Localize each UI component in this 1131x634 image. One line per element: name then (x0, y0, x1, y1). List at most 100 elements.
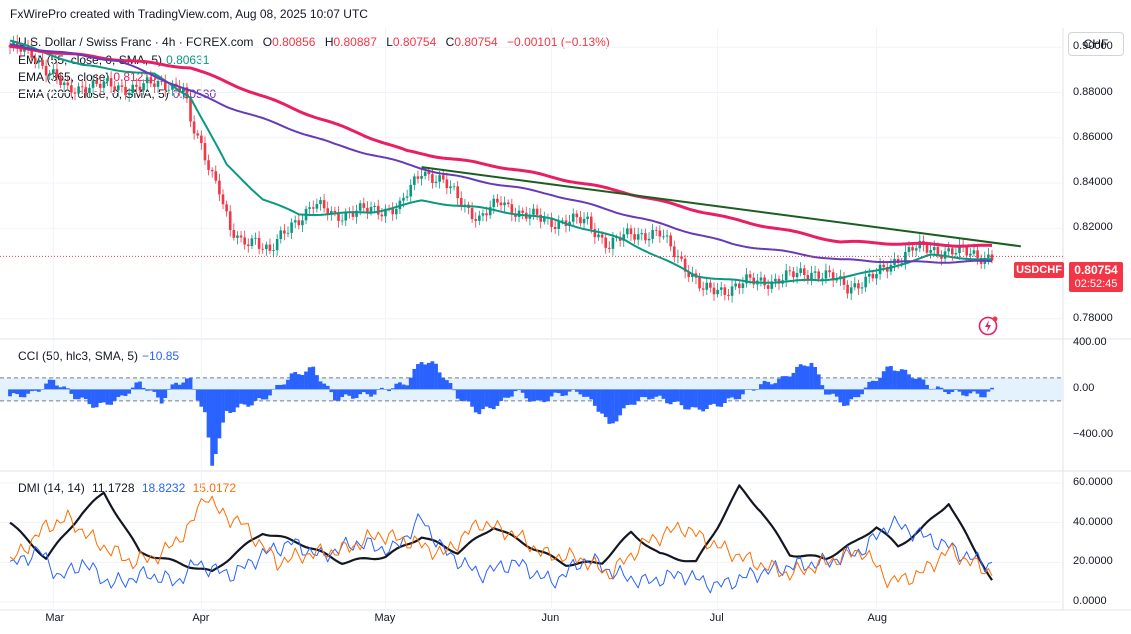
cci-bar (246, 389, 251, 407)
cci-bar (369, 389, 373, 397)
candle (925, 244, 929, 253)
cci-bar (748, 389, 753, 390)
candle (748, 274, 752, 278)
ema365-label: EMA (365, close) (18, 70, 110, 84)
candle (608, 247, 611, 249)
low-value: 0.80754 (392, 35, 437, 49)
cci-bar (950, 389, 955, 393)
price-tick-label: 0.88000 (1073, 85, 1113, 98)
cci-bar (621, 389, 626, 409)
candle (528, 214, 532, 219)
cci-bar (199, 389, 204, 407)
candle (849, 287, 853, 294)
cci-bar (343, 389, 348, 395)
cci-bar (791, 372, 796, 390)
cci-bar (177, 384, 182, 390)
candle (131, 84, 135, 93)
cci-bar (44, 383, 49, 390)
candle (687, 271, 691, 277)
candle (138, 86, 142, 91)
close-label: C (445, 35, 455, 49)
close-value: 0.80754 (454, 35, 498, 49)
cci-bar (852, 389, 857, 398)
cci-bar (632, 389, 637, 405)
cci-bar (531, 389, 536, 402)
candle (904, 251, 907, 263)
last-price-tag: 0.80754 02:52:45 (1069, 262, 1123, 292)
candle (250, 238, 254, 247)
candle (875, 274, 878, 279)
cci-bar (141, 387, 146, 390)
cci-bar (293, 372, 298, 390)
cci-bar (831, 389, 836, 394)
candle (575, 213, 579, 218)
cci-bar (264, 389, 269, 400)
candle (478, 215, 481, 221)
candle (907, 247, 911, 252)
candle (366, 207, 369, 213)
cci-bar (578, 389, 583, 395)
cci-bar (639, 389, 644, 397)
cci-bar (231, 389, 236, 413)
cci-bar (134, 382, 139, 390)
candle (828, 270, 831, 273)
cci-legend[interactable]: CCI (50, hlc3, SMA, 5) −10.85 (18, 349, 179, 363)
candle (629, 228, 633, 235)
dmi-legend[interactable]: DMI (14, 14) 11.1728 18.8232 15.0172 (18, 481, 236, 495)
candle (290, 222, 293, 233)
cci-bar (574, 389, 579, 392)
cci-bar (249, 389, 254, 406)
cci-bar (509, 389, 514, 397)
cci-bar (643, 389, 648, 398)
candle (470, 208, 474, 220)
dmi-tick-label: 20.0000 (1073, 555, 1113, 568)
cci-tick-label: −400.00 (1073, 428, 1114, 441)
cci-bar (159, 389, 164, 404)
candle (409, 184, 413, 197)
price-tick-label: 0.90000 (1073, 40, 1113, 53)
ema55-value: 0.80631 (166, 53, 210, 67)
candle (521, 210, 524, 213)
cci-bar (715, 389, 720, 407)
cci-bar (437, 372, 442, 390)
candle (149, 77, 153, 84)
cci-bar (462, 389, 467, 401)
cci-bar (65, 388, 70, 390)
candle (532, 208, 535, 215)
cci-bar (802, 365, 807, 390)
candle (156, 80, 160, 87)
cci-bar (625, 389, 630, 406)
candle (958, 245, 961, 254)
candle (481, 213, 485, 216)
cci-bar (917, 377, 922, 390)
candle (373, 205, 376, 207)
candle (774, 278, 777, 282)
candle (48, 73, 52, 76)
candle (395, 209, 398, 215)
cci-bar (33, 389, 38, 391)
candle (752, 277, 756, 285)
cci-bar (195, 389, 200, 401)
candle (633, 234, 636, 240)
candle (831, 272, 835, 281)
candle (745, 274, 748, 284)
currency-selector[interactable]: CHF (1068, 32, 1124, 56)
lightning-icon[interactable] (978, 316, 998, 336)
cci-bar (87, 389, 92, 405)
cci-bar (838, 389, 843, 403)
candle (680, 256, 683, 259)
adx-line (9, 484, 993, 581)
candle (651, 229, 654, 239)
cci-bar (307, 367, 312, 390)
cci-bar (73, 389, 77, 400)
resistance-trendline (421, 166, 1022, 248)
candle (52, 69, 55, 74)
cci-bar (560, 389, 565, 396)
cci-bar (203, 389, 207, 413)
cci-bar (387, 389, 391, 392)
cci-bar (112, 389, 117, 401)
cci-bar (477, 389, 482, 415)
cci-bar (434, 363, 438, 390)
candle (423, 171, 427, 176)
